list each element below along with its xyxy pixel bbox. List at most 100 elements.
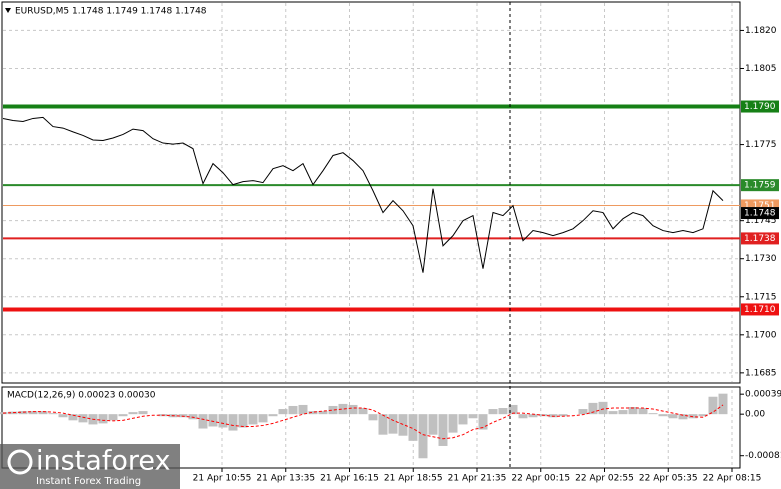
macd-bar (698, 414, 708, 417)
macd-bar (328, 405, 338, 415)
y-tick-label: 1.1805 (745, 64, 777, 74)
x-tick-label: 21 Apr 21:35 (448, 474, 507, 484)
macd-bar (188, 414, 198, 420)
macd-bar (618, 410, 628, 415)
x-tick-label: 21 Apr 10:55 (193, 474, 252, 484)
y-tick-label: 1.1715 (745, 292, 777, 302)
macd-bar (518, 414, 528, 419)
level-label-bg (741, 303, 779, 316)
last-price-label: 1.1748 (744, 209, 776, 219)
macd-bar (558, 414, 568, 417)
macd-bar (128, 412, 138, 415)
y-tick-label: 1.1685 (745, 368, 777, 378)
macd-bar (228, 414, 238, 431)
macd-bar (238, 414, 248, 428)
macd-bar (668, 414, 678, 419)
macd-bar (448, 414, 458, 433)
macd-bar (208, 414, 218, 427)
macd-bar (418, 414, 428, 459)
macd-bar (708, 396, 718, 415)
macd-bar (248, 414, 258, 425)
x-tick-label: 22 Apr 00:15 (511, 474, 570, 484)
x-tick-label: 22 Apr 02:55 (575, 474, 634, 484)
y-tick-label: 1.1745 (745, 216, 777, 226)
y-tick-label: -0.00081 (745, 451, 781, 461)
macd-bar (628, 406, 638, 415)
macd-bar (138, 411, 148, 415)
macd-bar (578, 409, 588, 415)
macd-bar (508, 404, 518, 415)
macd-bar (48, 413, 58, 415)
macd-bar (218, 414, 228, 428)
y-tick-label: 1.1700 (745, 330, 777, 340)
macd-bar (408, 414, 418, 441)
macd-bar (278, 409, 288, 415)
macd-bar (608, 411, 618, 415)
macd-bar (18, 411, 28, 415)
macd-bar (198, 414, 208, 429)
macd-bar (68, 414, 78, 421)
macd-bar (318, 411, 328, 415)
macd-bar (388, 414, 398, 434)
macd-bar (178, 414, 188, 418)
symbol-menu-arrow[interactable] (5, 8, 11, 13)
macd-bar (528, 414, 538, 418)
level-label-bg (741, 179, 779, 192)
chart-title: EURUSD,M5 1.1748 1.1749 1.1748 1.1748 (15, 7, 207, 17)
macd-bar (598, 401, 608, 415)
macd-bar (348, 404, 358, 415)
macd-bar (438, 414, 448, 446)
macd-bar (58, 414, 68, 418)
macd-bar (718, 393, 728, 415)
chart-layer: 21 Apr 10:55 21 Apr 13:35 21 Apr 16:15 21 A… (0, 3, 781, 484)
macd-bar (368, 414, 378, 421)
x-tick-label: 21 Apr 13:35 (256, 474, 315, 484)
main-frame (1, 1, 741, 384)
x-tick-label: 22 Apr 05:35 (639, 474, 698, 484)
macd-bar (548, 414, 558, 418)
y-tick-label: 1.1820 (745, 26, 777, 36)
macd-title: MACD(12,26,9) 0.00023 0.00030 (7, 391, 156, 401)
macd-bar (478, 414, 488, 430)
macd-bar (308, 411, 318, 415)
level-label: 1.1710 (744, 305, 776, 315)
macd-bar (488, 409, 498, 415)
x-tick-label: 21 Apr 16:15 (320, 474, 379, 484)
macd-bar (298, 404, 308, 415)
macd-bar (378, 414, 388, 435)
macd-bar (678, 414, 688, 420)
y-tick-label: 1.1775 (745, 140, 777, 150)
watermark: instaforex Instant Forex Trading (0, 444, 180, 489)
watermark-tagline: Instant Forex Trading (36, 476, 141, 487)
level-label-bg (741, 232, 779, 245)
macd-frame (1, 386, 741, 469)
macd-bar (108, 414, 118, 421)
macd-bar (288, 405, 298, 415)
macd-bar (118, 414, 128, 417)
macd-bar (468, 414, 478, 419)
y-tick-label: 0.00 (745, 410, 765, 420)
macd-bar (458, 414, 468, 425)
macd-bar (258, 414, 268, 423)
macd-bar (688, 414, 698, 419)
watermark-brand: instaforex (36, 446, 170, 477)
price-line (2, 116, 724, 273)
macd-bar (648, 413, 658, 415)
y-tick-label: 0.00039 (745, 390, 781, 400)
macd-bar (98, 414, 108, 424)
macd-bar (428, 414, 438, 435)
macd-bar (358, 408, 368, 415)
y-tick-label: 1.1730 (745, 254, 777, 264)
macd-bar (268, 414, 278, 417)
signal-line (2, 404, 724, 440)
level-label: 1.1738 (744, 234, 776, 244)
x-tick-label: 22 Apr 08:15 (703, 474, 762, 484)
level-label: 1.1790 (744, 102, 776, 112)
macd-bar (498, 408, 508, 415)
last-price-bg (741, 207, 779, 220)
macd-bar (338, 403, 348, 415)
watermark-icon (7, 449, 33, 475)
macd-bar (28, 411, 38, 415)
macd-bar (658, 414, 668, 417)
level-label-bg (741, 100, 779, 113)
